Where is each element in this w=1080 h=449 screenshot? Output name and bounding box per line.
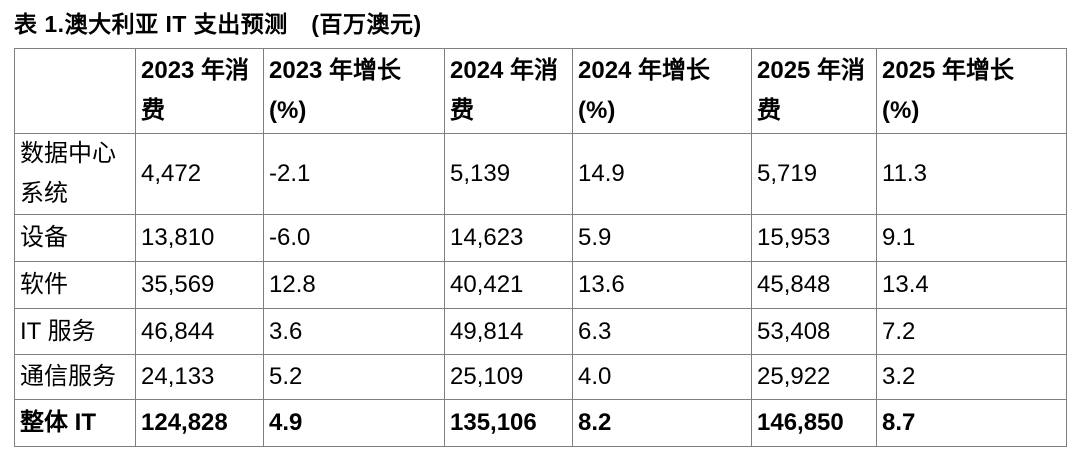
value-cell: 15,953: [751, 214, 877, 262]
value-cell: 3.2: [876, 354, 1067, 400]
value-cell: 4,472: [135, 133, 264, 215]
value-cell: 14,623: [444, 214, 573, 262]
value-cell: 49,814: [444, 308, 573, 355]
table-row-devices: 设备 13,810 -6.0 14,623 5.9 15,953 9.1: [14, 214, 1067, 262]
header-cell-corner: [14, 48, 136, 134]
value-cell: 13,810: [135, 214, 264, 262]
row-label-cell: 软件: [14, 261, 136, 309]
row-label-cell: 设备: [14, 214, 136, 262]
table-row-software: 软件 35,569 12.8 40,421 13.6 45,848 13.4: [14, 261, 1067, 309]
value-cell: 45,848: [751, 261, 877, 309]
table-row-overall-it: 整体 IT 124,828 4.9 135,106 8.2 146,850 8.…: [14, 399, 1067, 447]
value-cell: 4.0: [572, 354, 752, 400]
value-cell: 14.9: [572, 133, 752, 215]
value-cell: 24,133: [135, 354, 264, 400]
value-cell: 124,828: [135, 399, 264, 447]
value-cell: 146,850: [751, 399, 877, 447]
value-cell: 13.6: [572, 261, 752, 309]
value-cell: 135,106: [444, 399, 573, 447]
value-cell: 53,408: [751, 308, 877, 355]
value-cell: 3.6: [263, 308, 445, 355]
value-cell: 35,569: [135, 261, 264, 309]
value-cell: 5,719: [751, 133, 877, 215]
value-cell: 7.2: [876, 308, 1067, 355]
header-cell-2024-spend: 2024 年消 费: [444, 48, 573, 134]
value-cell: -2.1: [263, 133, 445, 215]
table-row-comm-services: 通信服务 24,133 5.2 25,109 4.0 25,922 3.2: [14, 354, 1067, 400]
value-cell: 25,922: [751, 354, 877, 400]
header-cell-2025-growth: 2025 年增长 (%): [876, 48, 1067, 134]
value-cell: 8.2: [572, 399, 752, 447]
value-cell: 40,421: [444, 261, 573, 309]
row-label-cell: 整体 IT: [14, 399, 136, 447]
value-cell: 9.1: [876, 214, 1067, 262]
table-row-data-center: 数据中心 系统 4,472 -2.1 5,139 14.9 5,719 11.3: [14, 133, 1067, 215]
value-cell: 5.9: [572, 214, 752, 262]
row-label-cell: 通信服务: [14, 354, 136, 400]
header-cell-2025-spend: 2025 年消 费: [751, 48, 877, 134]
it-spending-table: 2023 年消 费 2023 年增长 (%) 2024 年消 费 2024 年增…: [14, 48, 1067, 447]
row-label-cell: IT 服务: [14, 308, 136, 355]
value-cell: 13.4: [876, 261, 1067, 309]
row-label-cell: 数据中心 系统: [14, 133, 136, 215]
table-row-it-services: IT 服务 46,844 3.6 49,814 6.3 53,408 7.2: [14, 308, 1067, 355]
table-header-row: 2023 年消 费 2023 年增长 (%) 2024 年消 费 2024 年增…: [14, 48, 1067, 134]
header-cell-2023-growth: 2023 年增长 (%): [263, 48, 445, 134]
value-cell: 5,139: [444, 133, 573, 215]
value-cell: -6.0: [263, 214, 445, 262]
value-cell: 11.3: [876, 133, 1067, 215]
value-cell: 8.7: [876, 399, 1067, 447]
page-title: 表 1.澳大利亚 IT 支出预测 (百万澳元): [14, 11, 422, 37]
value-cell: 4.9: [263, 399, 445, 447]
header-cell-2024-growth: 2024 年增长 (%): [572, 48, 752, 134]
value-cell: 5.2: [263, 354, 445, 400]
value-cell: 46,844: [135, 308, 264, 355]
value-cell: 12.8: [263, 261, 445, 309]
header-cell-2023-spend: 2023 年消 费: [135, 48, 264, 134]
value-cell: 25,109: [444, 354, 573, 400]
value-cell: 6.3: [572, 308, 752, 355]
